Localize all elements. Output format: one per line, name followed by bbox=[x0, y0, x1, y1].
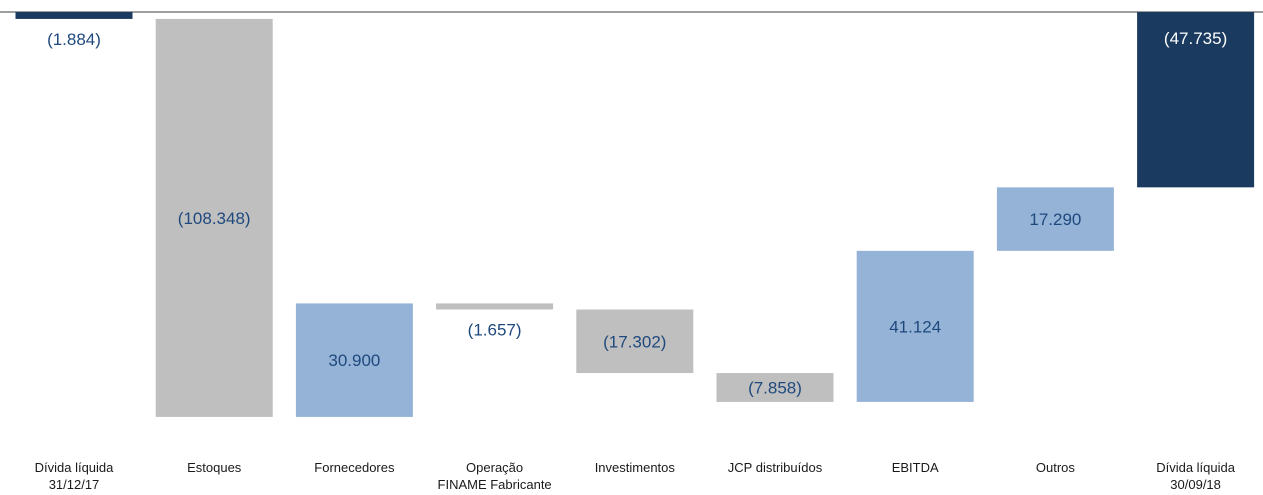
bar-2 bbox=[155, 18, 273, 417]
category-label-3: Fornecedores bbox=[314, 460, 395, 475]
category-label-6: JCP distribuídos bbox=[728, 460, 823, 475]
bar-8 bbox=[996, 187, 1114, 251]
category-label-line: Outros bbox=[1036, 460, 1076, 475]
category-label-1: Dívida líquida 31/12/17 bbox=[35, 460, 115, 492]
category-label-line: Estoques bbox=[187, 460, 242, 475]
category-label-line: JCP distribuídos bbox=[728, 460, 823, 475]
category-label-line: 30/09/18 bbox=[1170, 477, 1221, 492]
category-label-7: EBITDA bbox=[892, 460, 939, 475]
bar-4 bbox=[436, 303, 554, 310]
category-label-line: Dívida líquida bbox=[1156, 460, 1236, 475]
value-label-9: (47.735) bbox=[1164, 29, 1227, 48]
category-label-line: Operação bbox=[466, 460, 523, 475]
category-label-8: Outros bbox=[1036, 460, 1076, 475]
bar-6 bbox=[716, 373, 834, 402]
category-label-line: Dívida líquida bbox=[35, 460, 115, 475]
value-label-8: 17.290 bbox=[1029, 210, 1081, 229]
value-label-6: (7.858) bbox=[748, 378, 802, 397]
bar-9 bbox=[1137, 12, 1255, 188]
bar-5 bbox=[576, 309, 694, 374]
bars-group bbox=[15, 12, 1255, 417]
category-label-4: Operação FINAME Fabricante bbox=[438, 460, 552, 492]
category-label-line: EBITDA bbox=[892, 460, 939, 475]
category-label-9: Dívida líquida 30/09/18 bbox=[1156, 460, 1236, 492]
category-label-line: FINAME Fabricante bbox=[438, 477, 552, 492]
category-label-line: Fornecedores bbox=[314, 460, 395, 475]
category-labels-group: Dívida líquida 31/12/17 Estoques Fornecedor… bbox=[35, 460, 1236, 492]
value-label-4: (1.657) bbox=[468, 321, 522, 340]
bar-3 bbox=[295, 303, 413, 417]
category-label-2: Estoques bbox=[187, 460, 242, 475]
value-label-3: 30.900 bbox=[328, 351, 380, 370]
value-label-5: (17.302) bbox=[603, 332, 666, 351]
value-labels-group: (1.884) (108.348) 30.900 (1.657) (17.302) (7.… bbox=[47, 29, 1227, 397]
value-label-7: 41.124 bbox=[889, 317, 941, 336]
category-label-5: Investimentos bbox=[595, 460, 676, 475]
category-label-line: 31/12/17 bbox=[49, 477, 100, 492]
bar-7 bbox=[856, 250, 974, 402]
value-label-2: (108.348) bbox=[178, 209, 251, 228]
bar-1 bbox=[15, 12, 133, 19]
value-label-1: (1.884) bbox=[47, 30, 101, 49]
category-label-line: Investimentos bbox=[595, 460, 676, 475]
